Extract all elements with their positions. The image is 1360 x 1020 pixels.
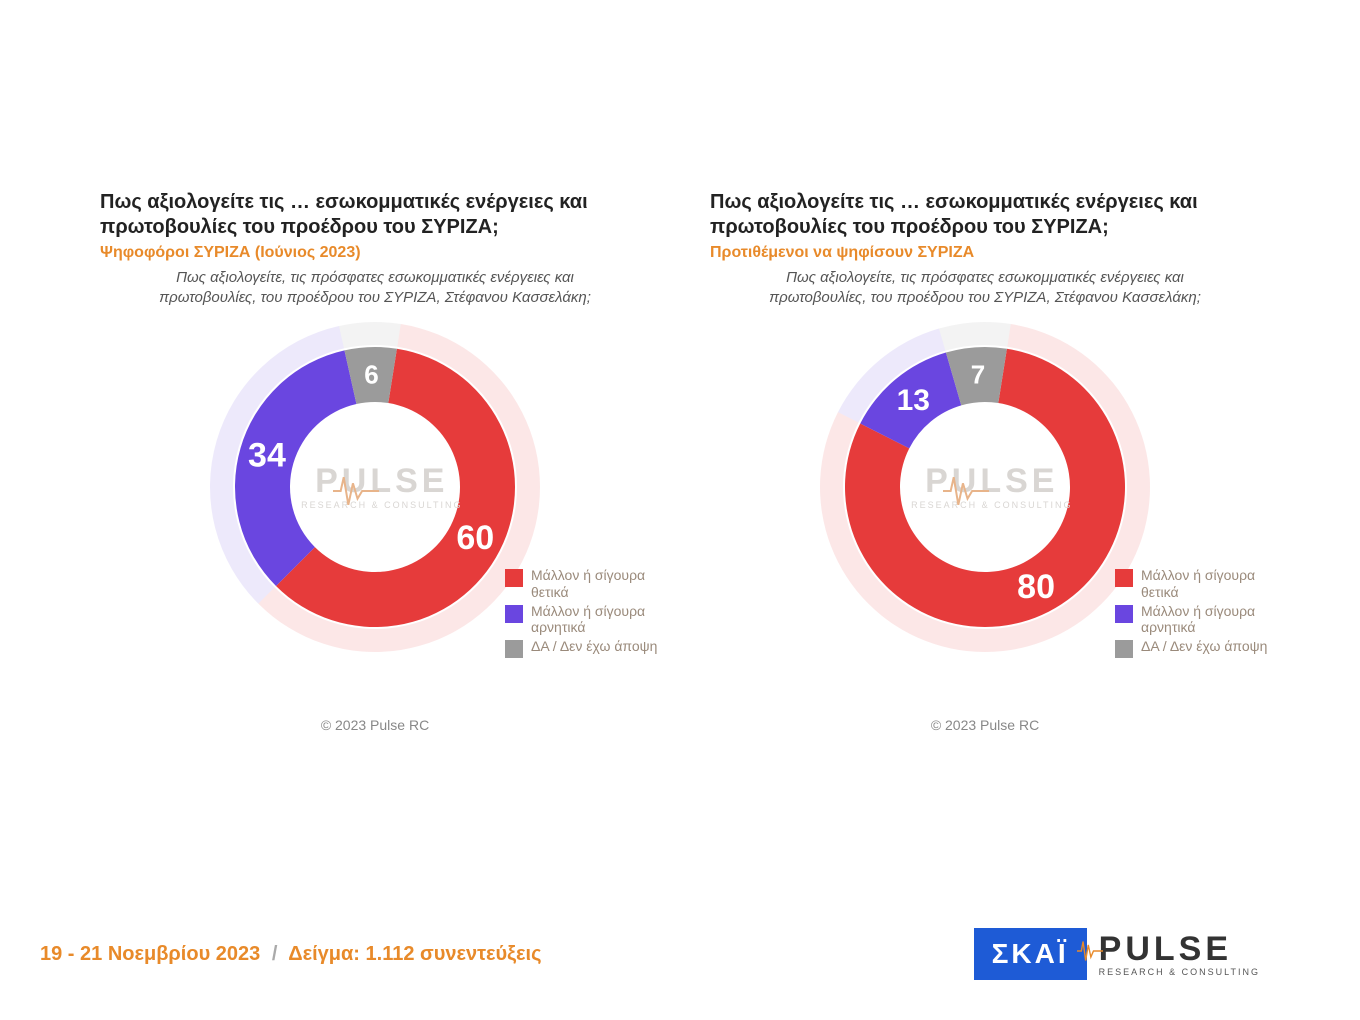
legend-right: Μάλλον ή σίγουρα θετικάΜάλλον ή σίγουρα … <box>1115 567 1285 660</box>
question-left: Πως αξιολογείτε, τις πρόσφατες εσωκομματ… <box>155 268 595 307</box>
title-right: Πως αξιολογείτε τις … εσωκομματικές ενέρ… <box>710 190 1260 240</box>
slice-value-label: 7 <box>971 360 985 390</box>
legend-label: ΔΑ / Δεν έχω άποψη <box>531 638 657 655</box>
slice-value-label: 60 <box>456 519 494 557</box>
legend-swatch <box>505 640 523 658</box>
footer-sample: Δείγμα: 1.112 συνεντεύξεις <box>288 943 541 965</box>
legend-swatch <box>505 605 523 623</box>
legend-label: Μάλλον ή σίγουρα αρνητικά <box>1141 603 1285 637</box>
legend-left: Μάλλον ή σίγουρα θετικάΜάλλον ή σίγουρα … <box>505 567 675 660</box>
legend-item: Μάλλον ή σίγουρα αρνητικά <box>1115 603 1285 637</box>
legend-item: Μάλλον ή σίγουρα αρνητικά <box>505 603 675 637</box>
panel-right: Πως αξιολογείτε τις … εσωκομματικές ενέρ… <box>710 190 1260 733</box>
copyright-left: © 2023 Pulse RC <box>100 717 650 733</box>
footer-date: 19 - 21 Νοεμβρίου 2023 <box>40 943 260 965</box>
legend-swatch <box>505 569 523 587</box>
pulse-logo: PULSE RESEARCH & CONSULTING <box>1099 932 1260 977</box>
subtitle-left: Ψηφοφόροι ΣΥΡΙΖΑ (Ιούνιος 2023) <box>100 244 650 262</box>
legend-label: Μάλλον ή σίγουρα θετικά <box>1141 567 1285 601</box>
legend-label: ΔΑ / Δεν έχω άποψη <box>1141 638 1267 655</box>
panels-row: Πως αξιολογείτε τις … εσωκομματικές ενέρ… <box>0 0 1360 733</box>
slice-value-label: 6 <box>364 360 378 390</box>
slice-value-label: 80 <box>1017 568 1055 606</box>
legend-item: Μάλλον ή σίγουρα θετικά <box>1115 567 1285 601</box>
copyright-right: © 2023 Pulse RC <box>710 717 1260 733</box>
legend-swatch <box>1115 640 1133 658</box>
donut-chart-right: 80137 PULSE RESEARCH & CONSULTING Μάλλον… <box>815 317 1155 657</box>
footer-slash: / <box>272 943 278 965</box>
slice-value-label: 34 <box>248 437 286 475</box>
footer-text: 19 - 21 Νοεμβρίου 2023 / Δείγμα: 1.112 σ… <box>40 943 542 966</box>
legend-swatch <box>1115 569 1133 587</box>
panel-left: Πως αξιολογείτε τις … εσωκομματικές ενέρ… <box>100 190 650 733</box>
subtitle-right: Προτιθέμενοι να ψηφίσουν ΣΥΡΙΖΑ <box>710 244 1260 262</box>
skai-logo: ΣΚΑΪ <box>974 928 1087 980</box>
donut-chart-left: 60346 PULSE RESEARCH & CONSULTING Μάλλον… <box>205 317 545 657</box>
footer: 19 - 21 Νοεμβρίου 2023 / Δείγμα: 1.112 σ… <box>0 928 1360 980</box>
title-left: Πως αξιολογείτε τις … εσωκομματικές ενέρ… <box>100 190 650 240</box>
legend-label: Μάλλον ή σίγουρα αρνητικά <box>531 603 675 637</box>
legend-swatch <box>1115 605 1133 623</box>
legend-label: Μάλλον ή σίγουρα θετικά <box>531 567 675 601</box>
legend-item: Μάλλον ή σίγουρα θετικά <box>505 567 675 601</box>
question-right: Πως αξιολογείτε, τις πρόσφατες εσωκομματ… <box>765 268 1205 307</box>
footer-logos: ΣΚΑΪ PULSE RESEARCH & CONSULTING <box>974 928 1260 980</box>
slice-value-label: 13 <box>897 384 930 417</box>
legend-item: ΔΑ / Δεν έχω άποψη <box>505 638 675 658</box>
legend-item: ΔΑ / Δεν έχω άποψη <box>1115 638 1285 658</box>
